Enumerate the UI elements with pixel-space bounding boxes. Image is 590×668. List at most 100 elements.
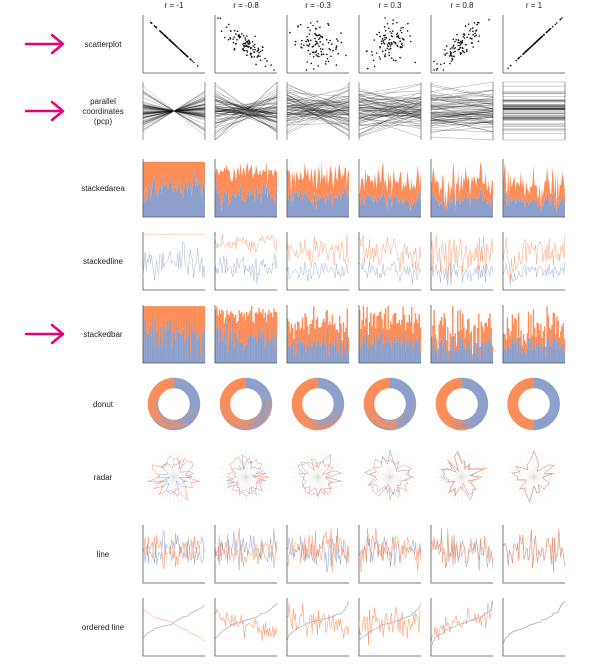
scatter-point: [402, 26, 404, 29]
bar-series-b: [407, 346, 409, 363]
bar-series-a: [525, 343, 527, 354]
donut-arc-b: [312, 382, 340, 426]
cell-stackedline-0: [142, 232, 206, 291]
bar-series-a: [327, 324, 330, 356]
scatter-point: [257, 47, 260, 50]
cell-donut-1: [219, 377, 273, 431]
bar-series-a: [340, 323, 342, 343]
bar-series-a: [538, 330, 541, 347]
donut-arc-a: [224, 382, 268, 426]
bar-series-a: [246, 311, 248, 345]
bar-series-a: [162, 306, 165, 337]
bar-series-b: [301, 342, 304, 363]
bar-series-a: [491, 346, 494, 352]
donut-arc-a: [229, 387, 252, 421]
donut-arc-a: [297, 383, 331, 425]
bar-series-a: [334, 323, 336, 346]
column-label: r = 0.3: [379, 1, 402, 10]
scatter-point: [186, 55, 189, 58]
radar-series-a: [147, 455, 200, 502]
scatter-point: [392, 19, 394, 21]
donut-arc-a: [444, 386, 463, 420]
scatter-point: [545, 31, 548, 34]
bar-series-a: [480, 321, 482, 344]
scatter-point: [250, 55, 253, 58]
bar-series-b: [363, 342, 366, 363]
bar-series-b: [162, 337, 165, 363]
scatter-point: [475, 29, 478, 32]
bar-series-b: [219, 327, 222, 363]
pcp-line: [430, 114, 494, 116]
scatter-point: [461, 41, 463, 43]
scatter-point: [317, 52, 320, 55]
cell-stackedbar-1: [214, 305, 278, 364]
cell-scatterplot-1: [214, 15, 277, 74]
donut-arc-a: [437, 379, 463, 428]
scatter-point: [458, 42, 461, 44]
pcp-line: [358, 96, 422, 123]
scatter-point: [246, 35, 248, 37]
bar-series-b: [464, 350, 466, 363]
scatter-point: [469, 28, 472, 30]
scatter-point: [488, 19, 490, 21]
scatter-point: [445, 45, 448, 47]
pcp-line: [430, 84, 494, 97]
donut-arc-b: [460, 384, 482, 424]
bar-series-b: [222, 339, 224, 363]
scatter-point: [324, 63, 327, 65]
bar-series-b: [203, 330, 206, 363]
bar-series-b: [473, 344, 475, 363]
pcp-line: [430, 95, 494, 105]
pcp-line: [214, 99, 278, 117]
scatter-point: [467, 23, 470, 26]
bar-series-a: [215, 309, 217, 333]
scatter-point: [388, 54, 390, 57]
bar-series-a: [260, 313, 263, 334]
donut-arc-b: [461, 378, 488, 428]
bar-series-b: [294, 338, 296, 363]
cell-radar-3: [363, 449, 417, 504]
bar-series-b: [414, 339, 417, 363]
bar-series-a: [308, 334, 310, 347]
bar-series-a: [330, 325, 332, 343]
donut-arc-a: [150, 380, 179, 428]
scatter-point: [461, 39, 464, 42]
bar-series-b: [480, 343, 482, 363]
bar-series-b: [248, 334, 250, 363]
line-series-a: [502, 529, 566, 573]
donut-arc-a: [441, 383, 463, 421]
bar-series-a: [368, 321, 371, 340]
column-label: r = 0.8: [451, 1, 474, 10]
donut-arc-a: [295, 381, 341, 427]
scatter-point: [389, 38, 391, 41]
bar-series-b: [310, 344, 312, 363]
bar-series-a: [507, 328, 510, 346]
bar-series-a: [216, 306, 218, 328]
donut-arc-a: [372, 385, 391, 398]
bar-series-a: [258, 307, 260, 328]
donut-arc-a: [367, 381, 399, 427]
area-series-a: [431, 161, 493, 213]
bar-series-a: [375, 328, 377, 351]
donut-arc-b: [389, 382, 412, 425]
scatter-point: [320, 50, 323, 53]
scatter-point: [433, 69, 435, 71]
bar-series-a: [402, 306, 404, 332]
area-series-b: [359, 185, 421, 217]
bar-series-a: [298, 322, 300, 338]
bar-series-b: [331, 342, 334, 363]
scatter-point: [399, 40, 402, 42]
line-series-a: [286, 602, 350, 639]
bar-series-a: [431, 336, 433, 352]
scatter-point: [522, 53, 524, 55]
bar-series-b: [288, 345, 290, 363]
donut-arc-a: [297, 383, 319, 422]
cell-donut-2: [291, 377, 345, 431]
bar-series-b: [560, 347, 562, 363]
scatter-point: [464, 25, 467, 27]
scatter-point: [384, 55, 386, 58]
bar-series-b: [156, 331, 159, 363]
scatter-point: [394, 41, 397, 44]
pcp-line: [214, 96, 278, 140]
pcp-line: [358, 108, 422, 116]
